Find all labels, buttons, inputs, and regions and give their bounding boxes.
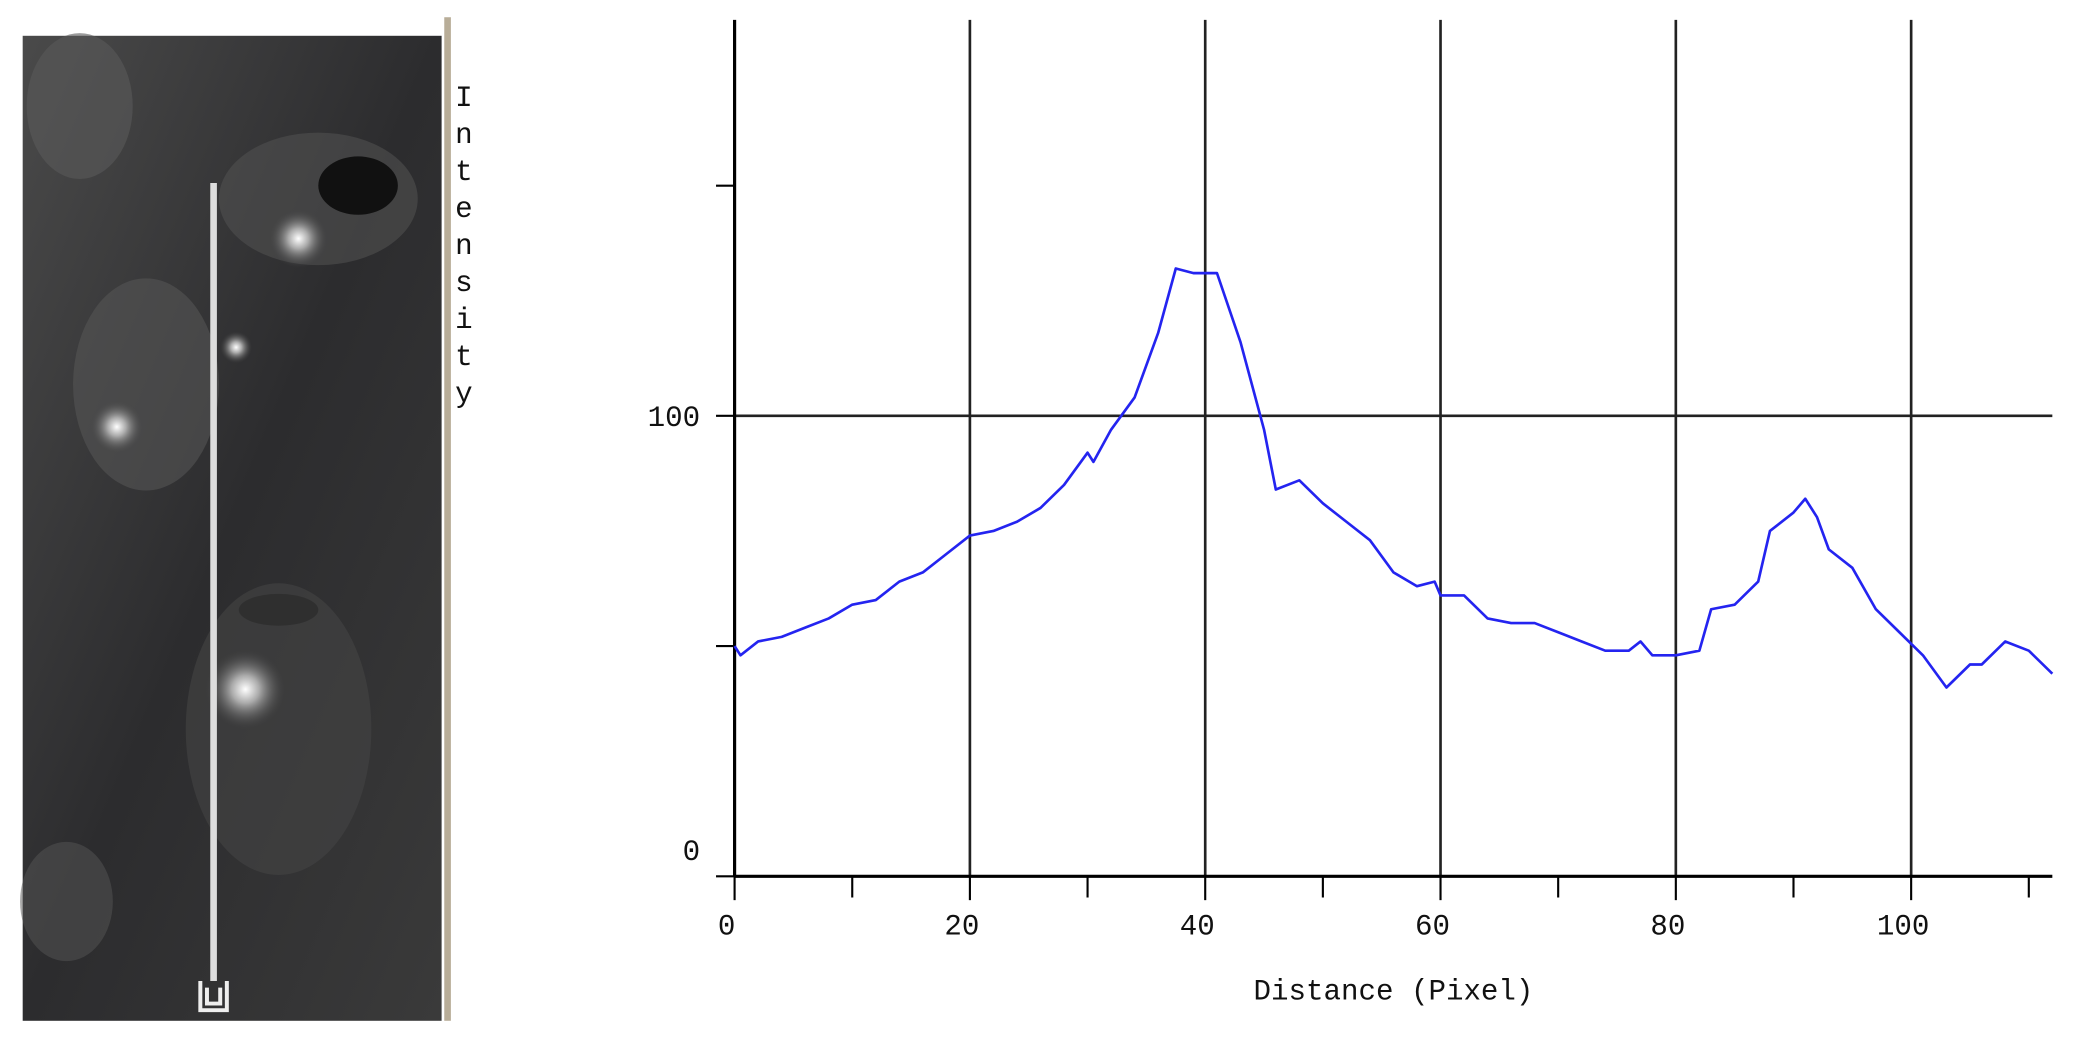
x-tick-label: 100 [1877,910,1929,943]
x-axis-label: Distance (Pixel) [1253,975,1533,1008]
x-tick-label: 0 [718,910,735,943]
y-tick-label: 0 [683,836,700,869]
x-tick-label: 80 [1650,910,1685,943]
intensity-line [733,267,2054,689]
x-tick-label: 40 [1180,910,1215,943]
x-tick-label: 20 [944,910,979,943]
x-tick-label: 60 [1415,910,1450,943]
y-tick-label: 100 [648,402,701,435]
separator [444,17,451,1021]
y-axis-label: Intensity [447,82,480,415]
sample-image [20,33,442,1021]
